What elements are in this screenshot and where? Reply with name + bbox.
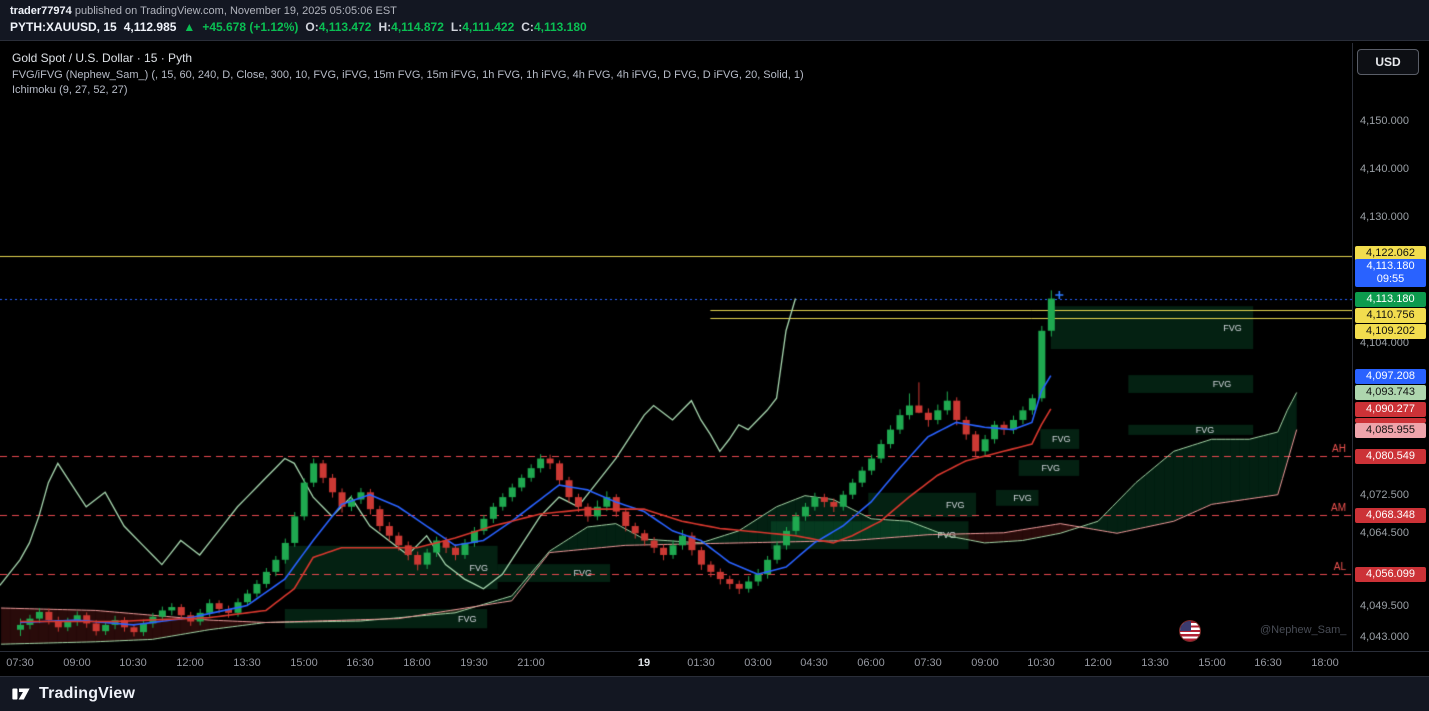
price-tag: 4,110.756 [1355,307,1426,323]
tradingview-wordmark: TradingView [39,685,136,702]
indicator-legend-ichimoku[interactable]: Ichimoku (9, 27, 52, 27) [12,84,128,96]
last-price: 4,112.985 [123,20,177,34]
time-label: 18:00 [1311,657,1339,669]
time-label-day: 19 [637,657,651,669]
price-tag: 4,113.180 [1355,291,1426,307]
time-label: 15:00 [1198,657,1226,669]
chart-title: Gold Spot / U.S. Dollar · 15 · Pyth [12,51,193,65]
price-scale-label: 4,140.000 [1360,163,1409,175]
price-scale-label: 4,049.500 [1360,600,1409,612]
price-change: +45.678 (+1.12%) [202,20,299,34]
price-scale-label: 4,130.000 [1360,211,1409,223]
price-tag: 4,056.099 [1355,566,1426,582]
time-label: 09:00 [63,657,91,669]
countdown-price-tag: 4,113.180 09:55 [1355,259,1426,287]
chart-widget: Gold Spot / U.S. Dollar · 15 · Pyth FVG/… [0,40,1429,677]
publisher-name: trader77974 [10,5,72,17]
price-tag: 4,109.202 [1355,323,1426,339]
currency-toggle-button[interactable]: USD [1357,49,1419,75]
time-label: 04:30 [800,657,828,669]
time-label: 18:00 [403,657,431,669]
price-chart-canvas[interactable] [0,43,1352,651]
time-label: 07:30 [6,657,34,669]
us-flag-icon [1180,621,1200,641]
symbol-interval: PYTH:XAUUSD, 15 [10,20,117,34]
price-tag: 4,068.348 [1355,507,1426,523]
quote-open: O:4,113.472 [305,20,372,34]
price-tag: 4,097.208 [1355,368,1426,384]
author-watermark: @Nephew_Sam_ [1260,624,1347,636]
indicator-legend-fvg[interactable]: FVG/iFVG (Nephew_Sam_) (, 15, 60, 240, D… [12,69,804,81]
time-axis[interactable]: 07:30 09:00 10:30 12:00 13:30 15:00 16:30 18:00… [0,651,1429,677]
direction-arrow: ▲ [183,20,196,34]
time-label: 16:30 [346,657,374,669]
symbol-quote-line: PYTH:XAUUSD, 15 4,112.985 ▲ +45.678 (+1.… [10,20,1429,34]
price-scale-label: 4,043.000 [1360,631,1409,643]
quote-high: H:4,114.872 [378,20,444,34]
time-label: 06:00 [857,657,885,669]
publish-info-text: published on TradingView.com, November 1… [71,5,397,17]
quote-close: C:4,113.180 [521,20,587,34]
tradingview-logo-link[interactable]: TradingView [10,683,135,705]
time-label: 13:30 [233,657,261,669]
publish-header: trader77974 published on TradingView.com… [0,0,1429,40]
time-label: 10:30 [1027,657,1055,669]
price-tag: 4,122.062 [1355,245,1426,261]
time-label: 19:30 [460,657,488,669]
time-label: 09:00 [971,657,999,669]
price-scale-label: 4,104.000 [1360,337,1409,349]
chart-legend: Gold Spot / U.S. Dollar · 15 · Pyth FVG/… [12,51,804,99]
us-flag-canton [1180,621,1191,631]
time-label: 13:30 [1141,657,1169,669]
price-scale-label: 4,064.500 [1360,527,1409,539]
publish-info-line: trader77974 published on TradingView.com… [10,5,1429,17]
price-tag: 4,090.277 [1355,401,1426,417]
time-label: 21:00 [517,657,545,669]
time-label: 03:00 [744,657,772,669]
price-scale-label: 4,150.000 [1360,115,1409,127]
time-label: 01:30 [687,657,715,669]
time-label: 12:00 [176,657,204,669]
price-tag [1355,417,1426,423]
time-label: 16:30 [1254,657,1282,669]
tradingview-logo-icon [12,688,30,700]
time-label: 15:00 [290,657,318,669]
price-scale-label: 4,072.500 [1360,489,1409,501]
time-label: 12:00 [1084,657,1112,669]
footer-bar: TradingView [0,676,1429,711]
quote-low: L:4,111.422 [450,20,515,34]
time-label: 10:30 [119,657,147,669]
price-tag: 4,080.549 [1355,448,1426,464]
price-tag: 4,085.955 [1355,422,1426,438]
price-axis[interactable]: 4,150.000 4,140.000 4,130.000 4,104.000 4,07… [1352,43,1429,651]
price-tag: 4,093.743 [1355,384,1426,400]
time-label: 07:30 [914,657,942,669]
